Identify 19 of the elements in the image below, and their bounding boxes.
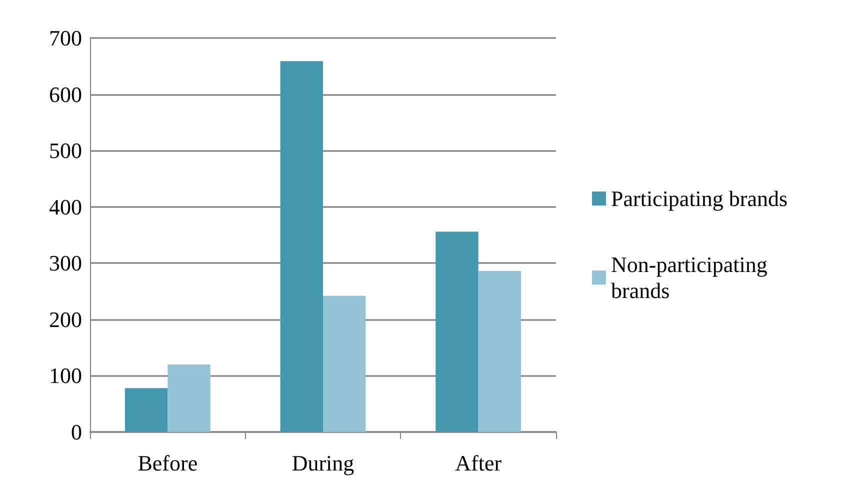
legend-label: Participating brands (611, 186, 788, 211)
y-tick-label: 300 (49, 250, 82, 276)
y-tick-label: 100 (49, 363, 82, 388)
y-tick-label: 600 (49, 82, 82, 107)
bar (478, 271, 522, 432)
legend-label: Non-participating brands (611, 252, 773, 303)
bar (168, 364, 210, 432)
bar (323, 296, 366, 432)
y-tick-label: 200 (49, 306, 82, 332)
bar (280, 61, 323, 432)
y-tick-label: 0 (71, 420, 82, 444)
bar (124, 388, 168, 432)
x-tick-label: Before (138, 450, 198, 476)
x-tick-label: During (292, 450, 354, 476)
x-tick-label: After (455, 450, 502, 476)
y-tick-label: 500 (49, 138, 82, 164)
y-tick-label: 700 (49, 26, 82, 50)
bar (436, 232, 478, 432)
y-tick-label: 400 (49, 194, 82, 220)
